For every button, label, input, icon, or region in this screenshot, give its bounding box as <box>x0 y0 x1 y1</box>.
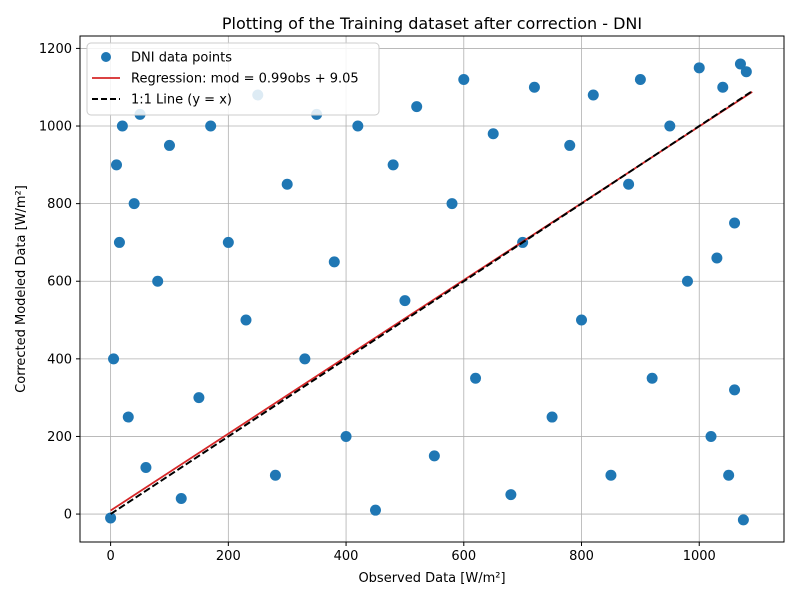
data-point <box>116 120 128 132</box>
data-point <box>723 469 735 481</box>
series-lines <box>110 90 753 515</box>
data-point <box>193 392 205 404</box>
data-point <box>734 58 746 70</box>
x-tick-label: 600 <box>451 549 476 564</box>
data-point <box>328 256 340 268</box>
data-point <box>269 469 281 481</box>
y-tick-label: 1200 <box>39 42 72 57</box>
y-tick-label: 200 <box>47 430 72 445</box>
data-point <box>528 81 540 93</box>
data-point <box>729 384 741 396</box>
scatter-points <box>105 58 752 526</box>
data-point <box>108 353 120 365</box>
y-tick-label: 800 <box>47 197 72 212</box>
data-point <box>605 469 617 481</box>
data-point <box>113 236 125 248</box>
x-tick-label: 0 <box>106 549 114 564</box>
data-point <box>411 101 423 113</box>
x-tick-label: 1000 <box>683 549 716 564</box>
data-point <box>152 275 164 287</box>
data-point <box>705 430 717 442</box>
y-axis-ticks: 0 200 400 600 800 1000 1200 <box>39 42 80 523</box>
data-point <box>587 89 599 101</box>
data-point <box>623 178 635 190</box>
x-tick-label: 400 <box>334 549 359 564</box>
data-point <box>446 198 458 210</box>
data-point <box>717 81 729 93</box>
data-point <box>163 139 175 151</box>
data-point <box>729 217 741 229</box>
grid <box>80 36 784 542</box>
data-point <box>222 236 234 248</box>
data-point <box>128 198 140 210</box>
data-point <box>340 430 352 442</box>
legend-label: Regression: mod = 0.99obs + 9.05 <box>131 72 359 87</box>
identity-line <box>110 90 753 515</box>
data-point <box>240 314 252 326</box>
x-tick-label: 200 <box>216 549 241 564</box>
legend-marker <box>101 52 111 62</box>
data-point <box>737 514 749 526</box>
x-tick-label: 800 <box>569 549 594 564</box>
y-tick-label: 600 <box>47 275 72 290</box>
data-point <box>281 178 293 190</box>
data-point <box>352 120 364 132</box>
data-point <box>646 372 658 384</box>
chart-title: Plotting of the Training dataset after c… <box>222 14 642 33</box>
data-point <box>470 372 482 384</box>
data-point <box>369 504 381 516</box>
data-point <box>205 120 217 132</box>
data-point <box>110 159 122 171</box>
x-axis-label: Observed Data [W/m²] <box>358 571 505 586</box>
data-point <box>175 493 187 505</box>
data-point <box>299 353 311 365</box>
data-point <box>664 120 676 132</box>
data-point <box>634 73 646 85</box>
legend-label: 1:1 Line (y = x) <box>131 93 232 108</box>
x-axis-ticks: 0 200 400 600 800 1000 <box>106 542 716 564</box>
plot-frame <box>79 35 785 543</box>
data-point <box>399 295 411 307</box>
data-point <box>740 66 752 78</box>
data-point <box>428 450 440 462</box>
data-point <box>681 275 693 287</box>
data-point <box>564 139 576 151</box>
legend-box <box>86 42 380 116</box>
data-point <box>140 461 152 473</box>
data-point <box>711 252 723 264</box>
data-point <box>105 512 117 524</box>
data-point <box>458 73 470 85</box>
y-tick-label: 0 <box>64 508 72 523</box>
data-point <box>693 62 705 74</box>
data-point <box>487 128 499 140</box>
data-point <box>576 314 588 326</box>
legend-label: DNI data points <box>131 51 232 66</box>
data-point <box>505 489 517 501</box>
y-tick-label: 1000 <box>39 120 72 135</box>
data-point <box>546 411 558 423</box>
y-axis-label: Corrected Modeled Data [W/m²] <box>14 185 29 393</box>
data-point <box>122 411 134 423</box>
legend: DNI data points Regression: mod = 0.99obs… <box>86 42 380 116</box>
data-point <box>387 159 399 171</box>
y-tick-label: 400 <box>47 352 72 367</box>
